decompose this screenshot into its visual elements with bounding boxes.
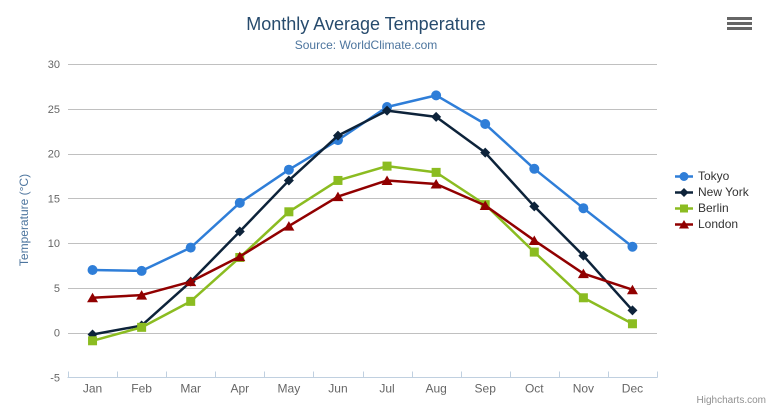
data-point-new-york[interactable] (480, 147, 491, 158)
legend-diamond-icon (675, 187, 693, 197)
legend-circle-icon (675, 171, 693, 181)
x-axis-label: Jun (328, 382, 347, 396)
data-point-berlin[interactable] (284, 207, 294, 217)
data-point-tokyo[interactable] (234, 197, 245, 208)
chart-title: Monthly Average Temperature (246, 14, 486, 34)
legend-label: London (698, 217, 739, 231)
legend: Tokyo New York Berlin London (674, 168, 749, 232)
legend-label: Tokyo (698, 169, 730, 183)
data-point-london[interactable] (332, 191, 344, 202)
data-point-new-york[interactable] (332, 130, 343, 141)
data-point-london[interactable] (626, 284, 638, 295)
data-point-berlin[interactable] (137, 322, 147, 332)
y-axis-label: 10 (48, 238, 60, 250)
data-point-tokyo[interactable] (627, 241, 638, 252)
legend-square-icon (675, 204, 693, 212)
x-axis-label: Nov (573, 382, 594, 396)
data-point-london[interactable] (479, 200, 491, 211)
legend-label: Berlin (698, 201, 729, 215)
data-point-berlin[interactable] (578, 293, 588, 303)
legend-item-new-york[interactable]: New York (674, 184, 749, 200)
data-point-london[interactable] (381, 175, 393, 185)
data-point-tokyo[interactable] (87, 265, 98, 276)
legend-item-berlin[interactable]: Berlin (674, 200, 749, 216)
x-axis-label: May (278, 382, 301, 396)
data-point-london[interactable] (283, 221, 295, 231)
y-axis-label: 15 (48, 193, 60, 205)
x-axis-label: Feb (131, 382, 152, 396)
y-axis-label: 0 (54, 328, 60, 340)
data-point-london[interactable] (185, 276, 197, 287)
data-point-tokyo[interactable] (136, 265, 147, 276)
legend-triangle-icon (675, 219, 693, 228)
data-point-new-york[interactable] (431, 111, 442, 122)
y-axis-label: -5 (50, 373, 60, 385)
data-point-new-york[interactable] (382, 105, 393, 116)
legend-item-london[interactable]: London (674, 216, 749, 232)
y-axis-label: 20 (48, 149, 60, 161)
export-menu-button[interactable] (727, 15, 754, 32)
x-axis-label: Jan (83, 382, 102, 396)
data-point-tokyo[interactable] (480, 119, 491, 130)
data-point-london[interactable] (528, 235, 540, 245)
data-point-tokyo[interactable] (185, 242, 196, 253)
credits-link[interactable]: Highcharts.com (696, 395, 766, 406)
data-point-london[interactable] (577, 268, 589, 279)
data-point-tokyo[interactable] (431, 90, 442, 101)
legend-label: New York (698, 185, 749, 199)
data-point-berlin[interactable] (382, 161, 392, 171)
x-axis-label: Aug (425, 382, 446, 396)
data-point-tokyo[interactable] (283, 164, 294, 175)
x-axis-label: Dec (622, 382, 643, 396)
hamburger-menu-icon (727, 27, 752, 30)
data-point-tokyo[interactable] (578, 203, 589, 214)
series-line-tokyo[interactable] (91, 94, 634, 273)
x-axis-label: Jul (379, 382, 394, 396)
hamburger-menu-icon (727, 22, 752, 25)
x-axis-label: Mar (180, 382, 201, 396)
chart-subtitle: Source: WorldClimate.com (294, 38, 438, 52)
data-point-london[interactable] (430, 179, 442, 189)
series-line-london[interactable] (91, 179, 634, 300)
data-point-berlin[interactable] (88, 336, 98, 346)
series-line-new-york[interactable] (91, 109, 634, 336)
data-point-berlin[interactable] (431, 167, 441, 177)
x-axis-label: Sep (475, 382, 497, 396)
data-point-berlin[interactable] (627, 319, 637, 329)
data-point-berlin[interactable] (529, 247, 539, 257)
series-line-berlin[interactable] (91, 164, 634, 343)
y-axis-label: 25 (48, 104, 60, 116)
data-point-new-york[interactable] (234, 226, 245, 237)
data-point-tokyo[interactable] (529, 163, 540, 174)
x-axis-label: Oct (525, 382, 544, 396)
data-point-london[interactable] (234, 251, 246, 262)
hamburger-menu-icon (727, 17, 752, 20)
y-axis-label: 5 (54, 283, 60, 295)
data-point-london[interactable] (87, 292, 99, 303)
data-point-new-york[interactable] (578, 250, 589, 261)
data-point-london[interactable] (136, 290, 148, 300)
y-axis-label: 30 (48, 59, 60, 71)
data-point-new-york[interactable] (627, 305, 638, 316)
data-point-new-york[interactable] (283, 175, 294, 186)
x-axis-label: Apr (230, 382, 249, 396)
legend-item-tokyo[interactable]: Tokyo (674, 168, 749, 184)
data-point-new-york[interactable] (529, 201, 540, 212)
data-point-berlin[interactable] (333, 175, 343, 185)
data-point-berlin[interactable] (186, 296, 196, 306)
